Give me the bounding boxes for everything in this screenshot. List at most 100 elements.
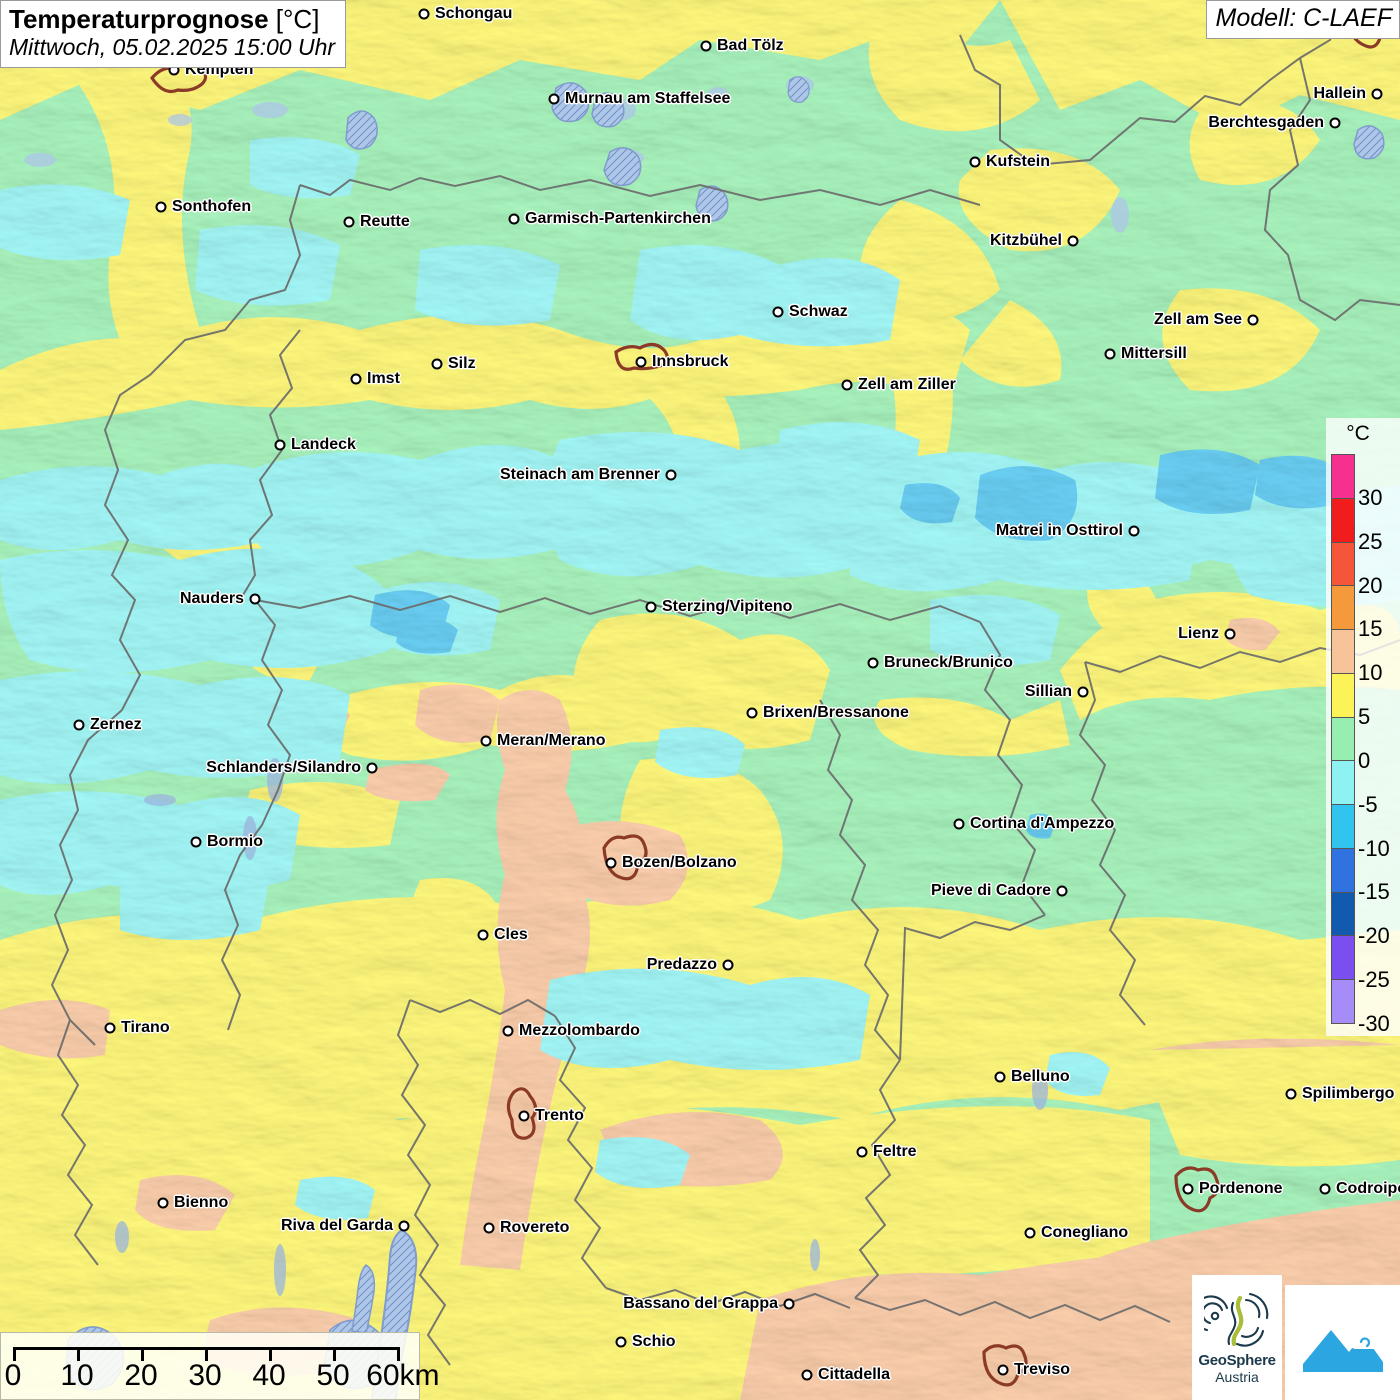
geosphere-austria-logo: GeoSphere Austria [1192,1275,1282,1400]
colorbar-tick-10: 10 [1358,660,1383,686]
title-card: Temperaturprognose [°C] Mittwoch, 05.02.… [0,0,347,68]
scale-label-5: 50 [316,1359,350,1392]
city-label: Codroipo [1336,1180,1400,1197]
city-label: Rovereto [500,1219,570,1236]
city-dot-icon [867,657,879,669]
city-label: Zell am Ziller [858,376,956,393]
city-label: Predazzo [646,956,717,973]
city-dot-icon [502,1025,514,1037]
colorbar-tick--25: -25 [1358,967,1390,993]
colorbar-band-5 [1332,673,1354,718]
city-dot-icon [104,1022,116,1034]
city-dot-icon [1056,885,1068,897]
city-label: Bienno [174,1194,229,1211]
colorbar-band-10 [1332,892,1354,937]
city-label: Cittadella [818,1366,891,1383]
city-dot-icon [801,1369,813,1381]
city-label: Schwaz [789,303,848,320]
forecast-datetime: Mittwoch, 05.02.2025 15:00 Uhr [9,34,336,61]
scale-tick-4 [269,1347,272,1361]
scale-label-6: 60km [366,1359,440,1392]
city-dot-icon [1285,1088,1297,1100]
city-dot-icon [190,836,202,848]
colorbar-tick-5: 5 [1358,704,1371,730]
colorbar-band-7 [1332,761,1354,806]
city-label: Landeck [291,436,356,453]
city-label: Bad Tölz [717,37,784,54]
city-dot-icon [700,40,712,52]
city-label: Riva del Garda [280,1217,393,1234]
title-text: Temperaturprognose [9,4,269,34]
city-label: Cortina d'Ampezzo [970,815,1115,832]
colorbar-band-8 [1332,805,1354,849]
city-dot-icon [994,1071,1006,1083]
model-card: Modell: C-LAEF [1205,0,1400,39]
city-dot-icon [366,762,378,774]
city-dot-icon [722,959,734,971]
city-label: Schio [632,1333,676,1350]
city-dot-icon [841,379,853,391]
scale-label-3: 30 [188,1359,222,1392]
city-label: Bormio [207,833,263,850]
city-dot-icon [1067,235,1079,247]
title-unit: [°C] [275,4,320,34]
city-dot-icon [1319,1183,1331,1195]
city-label: Kitzbühel [990,232,1062,249]
city-label: Trento [535,1107,584,1124]
scale-tick-1 [77,1347,80,1361]
city-dot-icon [155,201,167,213]
city-label: Mezzolombardo [519,1022,640,1039]
model-label: Modell: C-LAEF [1215,4,1392,32]
colorbar-unit-label: °C [1346,422,1370,445]
city-label: Hallein [1313,85,1366,102]
colorbar-tick-0: 0 [1358,747,1371,773]
colorbar-band-6 [1332,717,1354,762]
city-label: Sterzing/Vipiteno [662,598,793,615]
mountain-cloud-icon [1302,1325,1383,1372]
city-label: Conegliano [1041,1224,1129,1241]
city-dot-icon [249,593,261,605]
scale-label-1: 10 [60,1359,94,1392]
city-dot-icon [856,1146,868,1158]
city-label: Spilimbergo [1302,1085,1395,1102]
colorbar-tick-labels: 30 25 20 15 10 5 0 -5 -10 -15 -20 -25 -30 [1358,454,1400,1034]
temperature-colorbar[interactable]: °C 30 25 20 15 10 5 0 -5 -10 -15 -20 -25 -30 [1326,418,1400,1036]
colorbar-band-11 [1332,936,1354,981]
colorbar-tick-30: 30 [1358,484,1383,510]
city-dot-icon [1224,628,1236,640]
city-label: Zernez [90,716,142,733]
colorbar-tick-20: 20 [1358,572,1383,598]
city-label: Bozen/Bolzano [622,854,737,871]
scale-tick-3 [205,1347,208,1361]
city-label: Bruneck/Brunico [884,654,1013,671]
scale-labels: 0 10 20 30 40 50 60km [1,1359,440,1399]
scale-label-2: 20 [124,1359,158,1392]
colorbar-band-2 [1332,542,1354,587]
city-label: Berchtesgaden [1208,114,1324,131]
city-label: Sillian [1024,683,1072,700]
city-label: Zell am See [1153,311,1242,328]
city-dot-icon [969,156,981,168]
city-label: Schongau [435,5,513,22]
city-label: Bassano del Grappa [623,1295,778,1312]
city-dot-icon [343,216,355,228]
scale-label-4: 40 [252,1359,286,1392]
scale-tick-6 [397,1347,400,1361]
scale-rule [13,1347,400,1361]
city-label: Murnau am Staffelsee [565,90,731,107]
city-label: Lienz [1178,625,1219,642]
scale-tick-0 [13,1347,16,1361]
geosphere-country: Austria [1215,1369,1259,1385]
city-dot-icon [997,1364,1009,1376]
city-dot-icon [746,707,758,719]
colorbar-tick-15: 15 [1358,616,1383,642]
city-label: Tirano [121,1019,170,1036]
city-dot-icon [635,356,647,368]
city-dot-icon [1077,686,1089,698]
colorbar-band-0 [1332,455,1354,499]
city-dot-icon [605,857,617,869]
colorbar-tick--10: -10 [1358,835,1390,861]
city-label: Silz [448,355,476,372]
city-dot-icon [480,735,492,747]
